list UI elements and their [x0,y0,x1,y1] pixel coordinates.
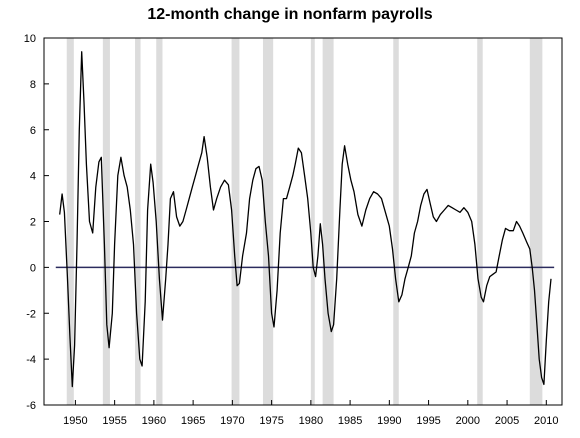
series-group [59,51,552,388]
series-line [59,51,552,388]
x-tick-label: 1970 [220,415,244,427]
x-tick-label: 1980 [299,415,323,427]
axes-group: -6 -4 -2 0 2 4 6 8 10 1950 1955 1960 1965 1970 1975 198… [24,33,563,427]
y-tick-label: 0 [30,262,36,274]
x-tick-label: 1985 [338,415,362,427]
recession-band [310,38,315,405]
recession-band [66,38,74,405]
recession-band [231,38,240,405]
recession-band [262,38,274,405]
x-tick-label: 2010 [534,415,558,427]
y-tick-label: 8 [30,79,36,91]
y-tick-label: -4 [26,354,36,366]
y-tick-label: 4 [30,171,36,183]
x-tick-label: 1950 [63,415,87,427]
y-tick-label: -6 [26,400,36,412]
x-tick-label: 1955 [102,415,126,427]
recession-band [477,38,483,405]
plot-frame [43,37,563,406]
y-tick-label: 2 [30,217,36,229]
y-tick-label: 10 [24,33,36,45]
recession-band [529,38,543,405]
x-tick-label: 2005 [495,415,519,427]
chart-title: 12-month change in nonfarm payrolls [147,6,433,23]
y-tick-label: 6 [30,125,36,137]
recession-band [393,38,399,405]
recession-band [102,38,110,405]
x-tick-label: 1990 [377,415,401,427]
x-tick-label: 1995 [416,415,440,427]
y-tick-label: -2 [26,308,36,320]
x-tick-label: 1965 [181,415,205,427]
recession-band [322,38,334,405]
x-tick-label: 1960 [142,415,166,427]
recession-bands [66,38,543,405]
recession-band [135,38,141,405]
x-tick-label: 2000 [456,415,480,427]
recession-band [156,38,163,405]
x-tick-label: 1975 [259,415,283,427]
